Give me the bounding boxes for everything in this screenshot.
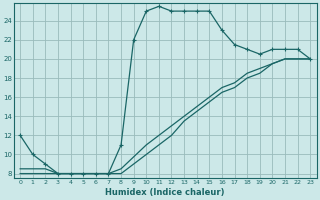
X-axis label: Humidex (Indice chaleur): Humidex (Indice chaleur)	[106, 188, 225, 197]
